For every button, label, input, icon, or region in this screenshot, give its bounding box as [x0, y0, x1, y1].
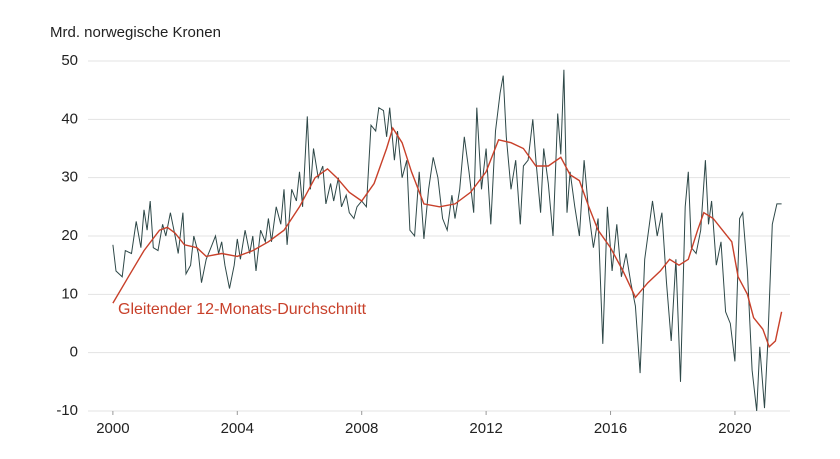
series-annotation: Gleitender 12-Monats-Durchschnitt	[118, 301, 367, 318]
y-tick-label: 10	[61, 285, 78, 302]
x-tick-label: 2016	[594, 420, 627, 437]
x-tick-label: 2020	[718, 420, 751, 437]
y-tick-label: -10	[56, 402, 78, 419]
y-tick-label: 0	[70, 344, 78, 361]
y-tick-label: 30	[61, 169, 78, 186]
x-tick-label: 2012	[469, 420, 502, 437]
y-axis-label: Mrd. norwegische Kronen	[50, 24, 221, 41]
x-tick-label: 2000	[96, 420, 129, 437]
y-tick-label: 20	[61, 227, 78, 244]
x-tick-label: 2008	[345, 420, 378, 437]
series-line	[112, 69, 782, 412]
series-line	[112, 126, 783, 349]
y-tick-label: 50	[61, 52, 78, 69]
y-tick-label: 40	[61, 110, 78, 127]
x-tick-label: 2004	[221, 420, 254, 437]
